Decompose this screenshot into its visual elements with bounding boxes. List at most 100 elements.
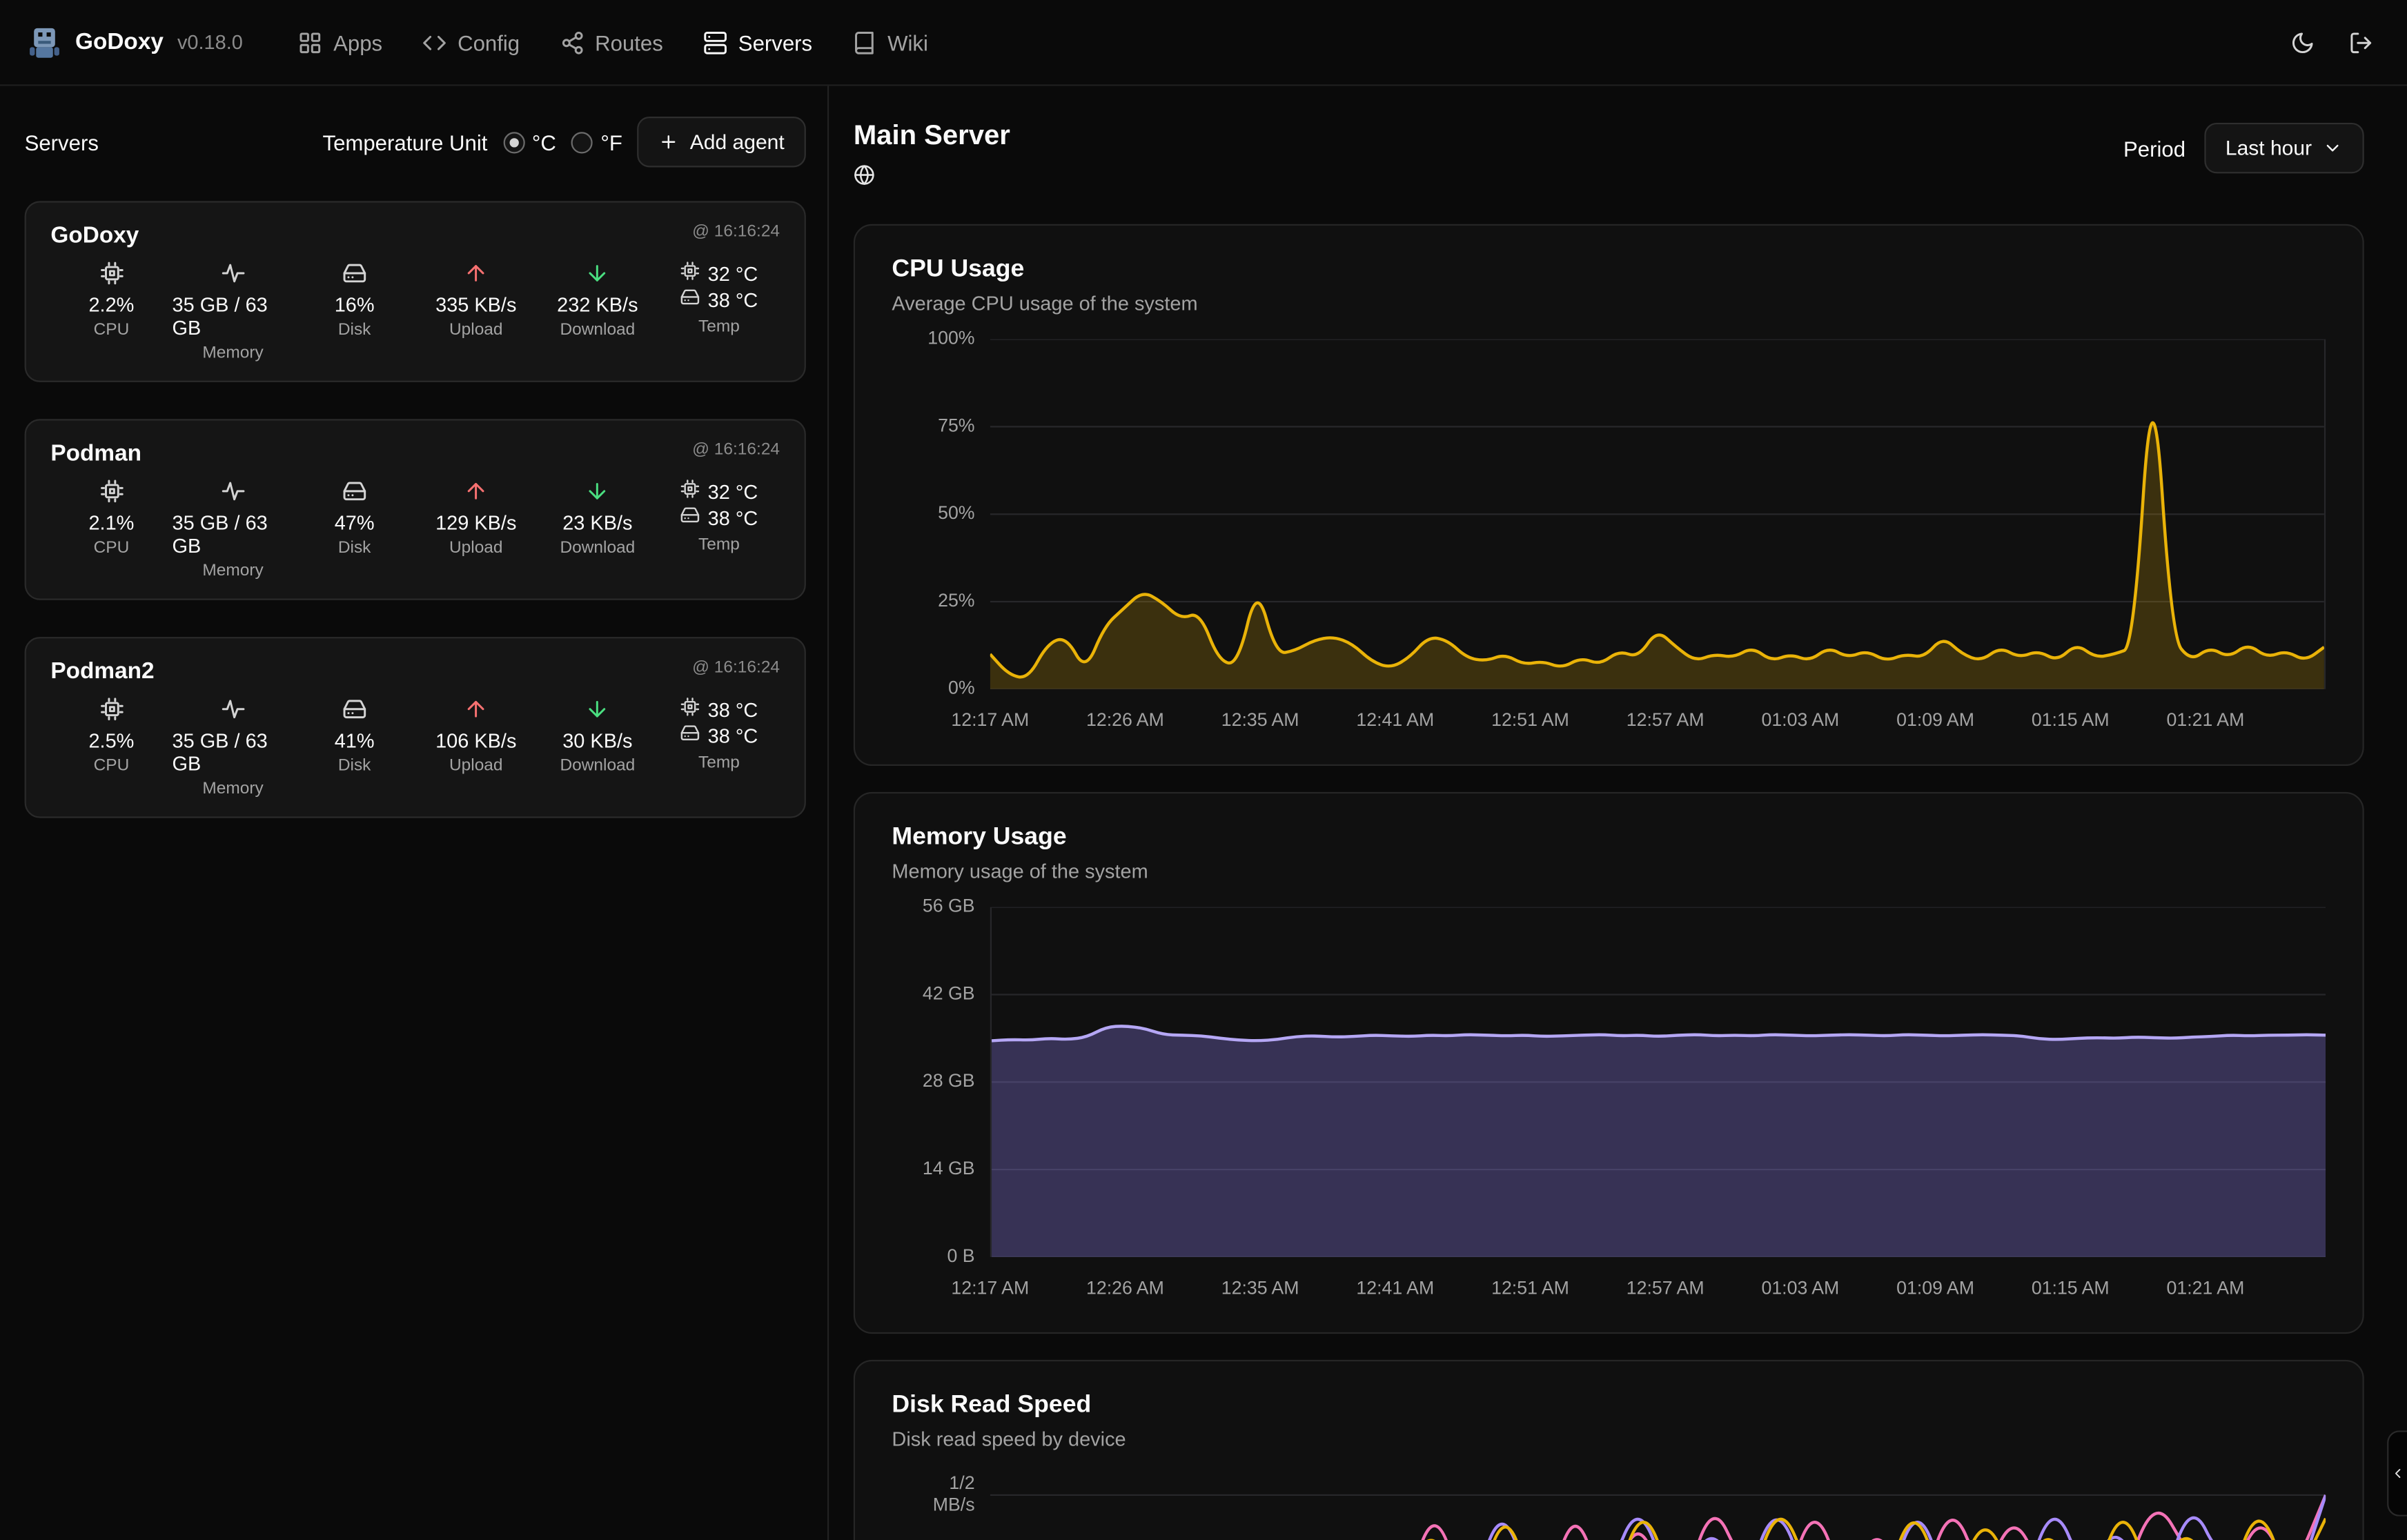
servers-icon bbox=[703, 30, 728, 55]
upload-value: 335 KB/s bbox=[435, 293, 517, 317]
temperature-unit-label: Temperature Unit bbox=[322, 129, 488, 155]
brand: GoDoxy v0.18.0 bbox=[28, 26, 243, 59]
disk-icon bbox=[680, 722, 700, 742]
chevron-left-icon bbox=[2390, 1465, 2406, 1481]
download-label: Download bbox=[560, 756, 636, 776]
disk-stat: 47% Disk bbox=[294, 479, 415, 580]
download-stat: 232 KB/s Download bbox=[537, 261, 658, 362]
nav-item-servers[interactable]: Servers bbox=[703, 30, 812, 55]
server-card-podman2[interactable]: Podman2 @ 16:16:24 2.5% CPU 35 GB / 63 G… bbox=[24, 637, 806, 818]
download-value: 23 KB/s bbox=[562, 511, 633, 535]
download-arrow-icon bbox=[585, 479, 610, 504]
nav-item-apps[interactable]: Apps bbox=[298, 30, 382, 55]
cpu-label: CPU bbox=[93, 756, 130, 776]
disk-read-speed-card: Disk Read Speed Disk read speed by devic… bbox=[853, 1359, 2364, 1540]
cpu-usage-card: CPU Usage Average CPU usage of the syste… bbox=[853, 224, 2364, 767]
temp-label: Temp bbox=[698, 317, 740, 337]
add-agent-button[interactable]: Add agent bbox=[638, 117, 806, 168]
nav-item-config[interactable]: Config bbox=[422, 30, 520, 55]
disk-value: 41% bbox=[334, 729, 375, 753]
fahrenheit-radio[interactable]: °F bbox=[571, 130, 622, 155]
server-timestamp: @ 16:16:24 bbox=[692, 440, 780, 460]
memory-stat: 35 GB / 63 GB Memory bbox=[172, 261, 293, 362]
cpu-temp-value: 38 °C bbox=[707, 698, 758, 722]
disk-icon bbox=[342, 261, 367, 286]
upload-stat: 106 KB/s Upload bbox=[415, 697, 537, 798]
upload-label: Upload bbox=[449, 538, 503, 557]
godoxy-logo bbox=[30, 27, 59, 57]
nav-label: Routes bbox=[595, 30, 663, 55]
cpu-x-axis: 12:17 AM 12:26 AM 12:35 AM 12:41 AM 12:51 AM… bbox=[951, 709, 2245, 731]
upload-value: 106 KB/s bbox=[435, 729, 517, 753]
memory-x-axis: 12:17 AM 12:26 AM 12:35 AM 12:41 AM 12:51 AM… bbox=[951, 1276, 2245, 1299]
disk-y-axis: 1/2 MB/s bbox=[932, 1472, 975, 1515]
disk-value: 16% bbox=[334, 293, 375, 317]
memory-y-axis: 0 B 14 GB 28 GB 42 GB 56 GB bbox=[922, 895, 975, 1267]
memory-stat: 35 GB / 63 GB Memory bbox=[172, 697, 293, 798]
main-panel: Main Server Period Last hour CPU Usage A… bbox=[829, 86, 2407, 1540]
memory-chart-plot bbox=[990, 907, 2326, 1257]
nav-item-routes[interactable]: Routes bbox=[560, 30, 663, 55]
memory-label: Memory bbox=[202, 344, 264, 362]
memory-value: 35 GB / 63 GB bbox=[172, 293, 268, 339]
plus-icon bbox=[659, 132, 679, 152]
book-icon bbox=[852, 30, 877, 55]
upload-label: Upload bbox=[449, 320, 503, 339]
download-value: 30 KB/s bbox=[562, 729, 633, 753]
cpu-chart-plot bbox=[990, 339, 2326, 689]
brand-version: v0.18.0 bbox=[177, 30, 243, 54]
disk-chart-subtitle: Disk read speed by device bbox=[892, 1427, 1126, 1451]
disk-temp-value: 38 °C bbox=[707, 724, 758, 748]
temp-label: Temp bbox=[698, 535, 740, 555]
globe-icon bbox=[854, 164, 875, 186]
memory-chart-subtitle: Memory usage of the system bbox=[892, 859, 1148, 883]
activity-icon bbox=[221, 261, 246, 286]
collapse-panel-handle[interactable] bbox=[2387, 1430, 2407, 1517]
download-arrow-icon bbox=[585, 261, 610, 286]
server-card-godoxy[interactable]: GoDoxy @ 16:16:24 2.2% CPU 35 GB / 63 GB bbox=[24, 201, 806, 382]
cpu-stat: 2.1% CPU bbox=[50, 479, 172, 580]
download-stat: 23 KB/s Download bbox=[537, 479, 658, 580]
disk-value: 47% bbox=[334, 511, 375, 535]
cpu-y-axis: 0% 25% 50% 75% 100% bbox=[927, 327, 975, 699]
disk-chart-plot bbox=[990, 1465, 2326, 1540]
main-nav: Apps Config Routes Servers Wiki bbox=[298, 30, 2248, 55]
period-label: Period bbox=[2123, 135, 2186, 161]
add-agent-label: Add agent bbox=[689, 130, 785, 154]
moon-icon[interactable] bbox=[2290, 30, 2315, 55]
upload-arrow-icon bbox=[464, 479, 489, 504]
nav-item-wiki[interactable]: Wiki bbox=[852, 30, 928, 55]
disk-icon bbox=[680, 286, 700, 306]
cpu-label: CPU bbox=[93, 320, 130, 339]
upload-arrow-icon bbox=[464, 697, 489, 722]
upload-label: Upload bbox=[449, 756, 503, 776]
server-card-podman[interactable]: Podman @ 16:16:24 2.1% CPU 35 GB / 63 GB bbox=[24, 419, 806, 600]
activity-icon bbox=[221, 479, 246, 504]
disk-label: Disk bbox=[337, 538, 371, 557]
upload-stat: 129 KB/s Upload bbox=[415, 479, 537, 580]
sidebar-title: Servers bbox=[24, 129, 99, 155]
cpu-icon bbox=[99, 261, 124, 286]
temp-stat: 32 °C 38 °C Temp bbox=[658, 261, 780, 362]
disk-chart bbox=[990, 1465, 2326, 1540]
disk-icon bbox=[680, 504, 700, 524]
celsius-label: °C bbox=[531, 129, 556, 155]
download-arrow-icon bbox=[585, 697, 610, 722]
servers-sidebar: Servers Temperature Unit °C °F Add agent bbox=[0, 86, 829, 1540]
download-label: Download bbox=[560, 320, 636, 339]
nav-label: Config bbox=[458, 30, 520, 55]
cpu-icon bbox=[680, 478, 700, 498]
disk-temp-value: 38 °C bbox=[707, 506, 758, 530]
cpu-value: 2.5% bbox=[88, 729, 135, 753]
disk-stat: 16% Disk bbox=[294, 261, 415, 362]
server-timestamp: @ 16:16:24 bbox=[692, 658, 780, 678]
period-select[interactable]: Last hour bbox=[2203, 122, 2364, 174]
nav-label: Wiki bbox=[887, 30, 928, 55]
celsius-radio[interactable]: °C bbox=[502, 129, 556, 155]
logout-icon[interactable] bbox=[2348, 30, 2373, 55]
download-label: Download bbox=[560, 538, 636, 557]
download-value: 232 KB/s bbox=[557, 293, 638, 317]
memory-chart bbox=[992, 907, 2326, 1257]
disk-icon bbox=[342, 697, 367, 722]
server-name: Podman2 bbox=[50, 658, 155, 685]
